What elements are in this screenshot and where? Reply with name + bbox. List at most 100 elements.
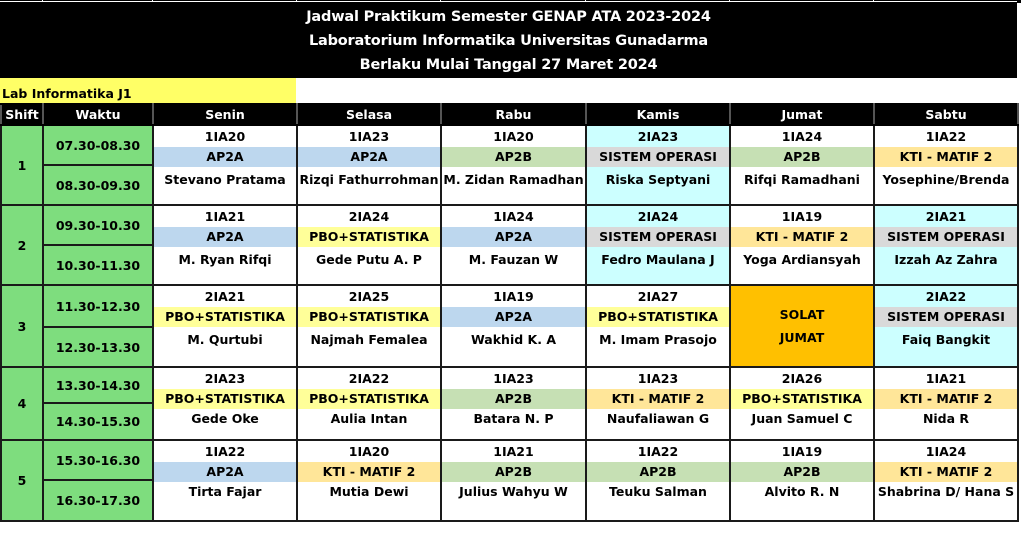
schedule-cell-selasa[interactable]: 1IA23 AP2A Rizqi Fathurrohman xyxy=(296,124,442,206)
header-waktu[interactable]: Waktu xyxy=(42,103,154,126)
schedule-cell-sabtu[interactable]: 1IA21 KTI - MATIF 2 Nida R xyxy=(873,366,1019,441)
gridline-tick xyxy=(152,0,153,2)
lecturer-name: M. Imam Prasojo xyxy=(599,332,717,347)
class-code: 1IA23 xyxy=(443,369,584,389)
header-shift[interactable]: Shift xyxy=(0,103,44,126)
class-code: 2IA21 xyxy=(925,209,967,224)
shift-number[interactable]: 2 xyxy=(0,204,44,286)
lecturer-name: M. Ryan Rifqi xyxy=(178,252,272,267)
schedule-cell-senin[interactable]: 1IA22 AP2A Tirta Fajar xyxy=(152,439,298,522)
lecturer-name: Wakhid K. A xyxy=(470,332,557,347)
class-code: 1IA21 xyxy=(876,369,1016,389)
lecturer-name: M. Qurtubi xyxy=(187,332,263,347)
title-block[interactable]: Jadwal Praktikum Semester GENAP ATA 2023… xyxy=(0,3,1017,78)
class-code: 2IA25 xyxy=(299,287,439,307)
schedule-cell-kamis[interactable]: 2IA27 PBO+STATISTIKA M. Imam Prasojo xyxy=(585,284,731,368)
schedule-cell-jumat[interactable]: 1IA19 KTI - MATIF 2 Yoga Ardiansyah xyxy=(729,204,875,286)
schedule-cell-kamis[interactable]: 2IA24 SISTEM OPERASI Fedro Maulana J xyxy=(585,204,731,286)
subject-label: PBO+STATISTIKA xyxy=(155,307,295,327)
title-line-2: Laboratorium Informatika Universitas Gun… xyxy=(308,32,709,49)
schedule-cell-rabu[interactable]: 1IA21 AP2B Julius Wahyu W xyxy=(440,439,587,522)
shift-number[interactable]: 3 xyxy=(0,284,44,368)
schedule-cell-senin[interactable]: 2IA21 PBO+STATISTIKA M. Qurtubi xyxy=(152,284,298,368)
schedule-cell-kamis[interactable]: 1IA23 KTI - MATIF 2 Naufaliawan G xyxy=(585,366,731,441)
time-slot[interactable]: 13.30-14.30 xyxy=(42,366,154,404)
subject-label: KTI - MATIF 2 xyxy=(876,147,1016,167)
subject-label: AP2A xyxy=(443,307,584,327)
schedule-cell-selasa[interactable]: 2IA25 PBO+STATISTIKA Najmah Femalea xyxy=(296,284,442,368)
schedule-cell-sabtu[interactable]: 2IA21 SISTEM OPERASI Izzah Az Zahra xyxy=(873,204,1019,286)
gridline-tick xyxy=(296,0,297,2)
time-slot[interactable]: 07.30-08.30 xyxy=(42,124,154,166)
schedule-cell-sabtu[interactable]: 1IA24 KTI - MATIF 2 Shabrina D/ Hana S xyxy=(873,439,1019,522)
header-senin[interactable]: Senin xyxy=(152,103,298,126)
subject-label: AP2A xyxy=(299,147,439,167)
shift-number[interactable]: 5 xyxy=(0,439,44,522)
lecturer-name: Najmah Femalea xyxy=(310,332,428,347)
class-code: 1IA20 xyxy=(443,127,584,147)
subject-label: AP2A xyxy=(155,147,295,167)
schedule-cell-kamis[interactable]: 2IA23 SISTEM OPERASI Riska Septyani xyxy=(585,124,731,206)
schedule-cell-selasa[interactable]: 2IA24 PBO+STATISTIKA Gede Putu A. P xyxy=(296,204,442,286)
subject-label: AP2A xyxy=(155,462,295,482)
class-code: 1IA22 xyxy=(155,442,295,462)
time-slot[interactable]: 14.30-15.30 xyxy=(42,402,154,441)
solat-label: JUMAT xyxy=(779,330,825,345)
lecturer-name: Riska Septyani xyxy=(605,172,711,187)
lecturer-name: M. Fauzan W xyxy=(468,252,559,267)
schedule-cell-selasa[interactable]: 1IA20 KTI - MATIF 2 Mutia Dewi xyxy=(296,439,442,522)
time-slot[interactable]: 16.30-17.30 xyxy=(42,479,154,522)
schedule-cell-jumat[interactable]: 1IA24 AP2B Rifqi Ramadhani xyxy=(729,124,875,206)
lab-label[interactable]: Lab Informatika J1 xyxy=(0,78,296,103)
title-line-1: Jadwal Praktikum Semester GENAP ATA 2023… xyxy=(306,8,711,25)
class-code: 2IA23 xyxy=(637,129,679,144)
subject-label: PBO+STATISTIKA xyxy=(299,307,439,327)
lecturer-name: Naufaliawan G xyxy=(606,411,710,426)
schedule-cell-senin[interactable]: 2IA23 PBO+STATISTIKA Gede Oke xyxy=(152,366,298,441)
shift-number[interactable]: 4 xyxy=(0,366,44,441)
schedule-cell-sabtu[interactable]: 2IA22 SISTEM OPERASI Faiq Bangkit xyxy=(873,284,1019,368)
time-slot[interactable]: 09.30-10.30 xyxy=(42,204,154,246)
subject-label: KTI - MATIF 2 xyxy=(732,227,872,247)
lecturer-name: Rizqi Fathurrohman xyxy=(299,172,439,187)
lecturer-name: Faiq Bangkit xyxy=(901,332,991,347)
solat-jumat-cell[interactable]: SOLAT JUMAT xyxy=(729,284,875,368)
class-code: 2IA26 xyxy=(732,369,872,389)
schedule-cell-jumat[interactable]: 2IA26 PBO+STATISTIKA Juan Samuel C xyxy=(729,366,875,441)
subject-label: SISTEM OPERASI xyxy=(588,147,728,167)
time-slot[interactable]: 10.30-11.30 xyxy=(42,244,154,286)
schedule-cell-sabtu[interactable]: 1IA22 KTI - MATIF 2 Yosephine/Brenda xyxy=(873,124,1019,206)
schedule-cell-rabu[interactable]: 1IA20 AP2B M. Zidan Ramadhan xyxy=(440,124,587,206)
time-slot[interactable]: 15.30-16.30 xyxy=(42,439,154,481)
class-code: 1IA20 xyxy=(299,442,439,462)
schedule-cell-jumat[interactable]: 1IA19 AP2B Alvito R. N xyxy=(729,439,875,522)
class-code: 1IA21 xyxy=(443,442,584,462)
lecturer-name: Julius Wahyu W xyxy=(459,484,568,499)
header-rabu[interactable]: Rabu xyxy=(440,103,587,126)
header-sabtu[interactable]: Sabtu xyxy=(873,103,1019,126)
shift-number[interactable]: 1 xyxy=(0,124,44,206)
header-jumat[interactable]: Jumat xyxy=(729,103,875,126)
header-selasa[interactable]: Selasa xyxy=(296,103,442,126)
shift-row-second-hour: 12.30-13.30 xyxy=(1,326,1018,368)
subject-label: AP2B xyxy=(732,147,872,167)
class-code: 1IA24 xyxy=(876,442,1016,462)
schedule-cell-senin[interactable]: 1IA20 AP2A Stevano Pratama xyxy=(152,124,298,206)
class-code: 1IA23 xyxy=(588,369,728,389)
subject-label: AP2A xyxy=(155,227,295,247)
subject-label: PBO+STATISTIKA xyxy=(299,227,439,247)
schedule-cell-rabu[interactable]: 1IA19 AP2A Wakhid K. A xyxy=(440,284,587,368)
schedule-cell-kamis[interactable]: 1IA22 AP2B Teuku Salman xyxy=(585,439,731,522)
subject-label: KTI - MATIF 2 xyxy=(299,462,439,482)
schedule-cell-rabu[interactable]: 1IA24 AP2A M. Fauzan W xyxy=(440,204,587,286)
subject-label: AP2B xyxy=(443,147,584,167)
schedule-cell-rabu[interactable]: 1IA23 AP2B Batara N. P xyxy=(440,366,587,441)
time-slot[interactable]: 12.30-13.30 xyxy=(42,326,154,368)
time-slot[interactable]: 08.30-09.30 xyxy=(42,164,154,206)
schedule-cell-senin[interactable]: 1IA21 AP2A M. Ryan Rifqi xyxy=(152,204,298,286)
time-slot[interactable]: 11.30-12.30 xyxy=(42,284,154,328)
schedule-cell-selasa[interactable]: 2IA22 PBO+STATISTIKA Aulia Intan xyxy=(296,366,442,441)
gridline-tick xyxy=(873,0,874,2)
class-code: 2IA21 xyxy=(155,287,295,307)
header-kamis[interactable]: Kamis xyxy=(585,103,731,126)
